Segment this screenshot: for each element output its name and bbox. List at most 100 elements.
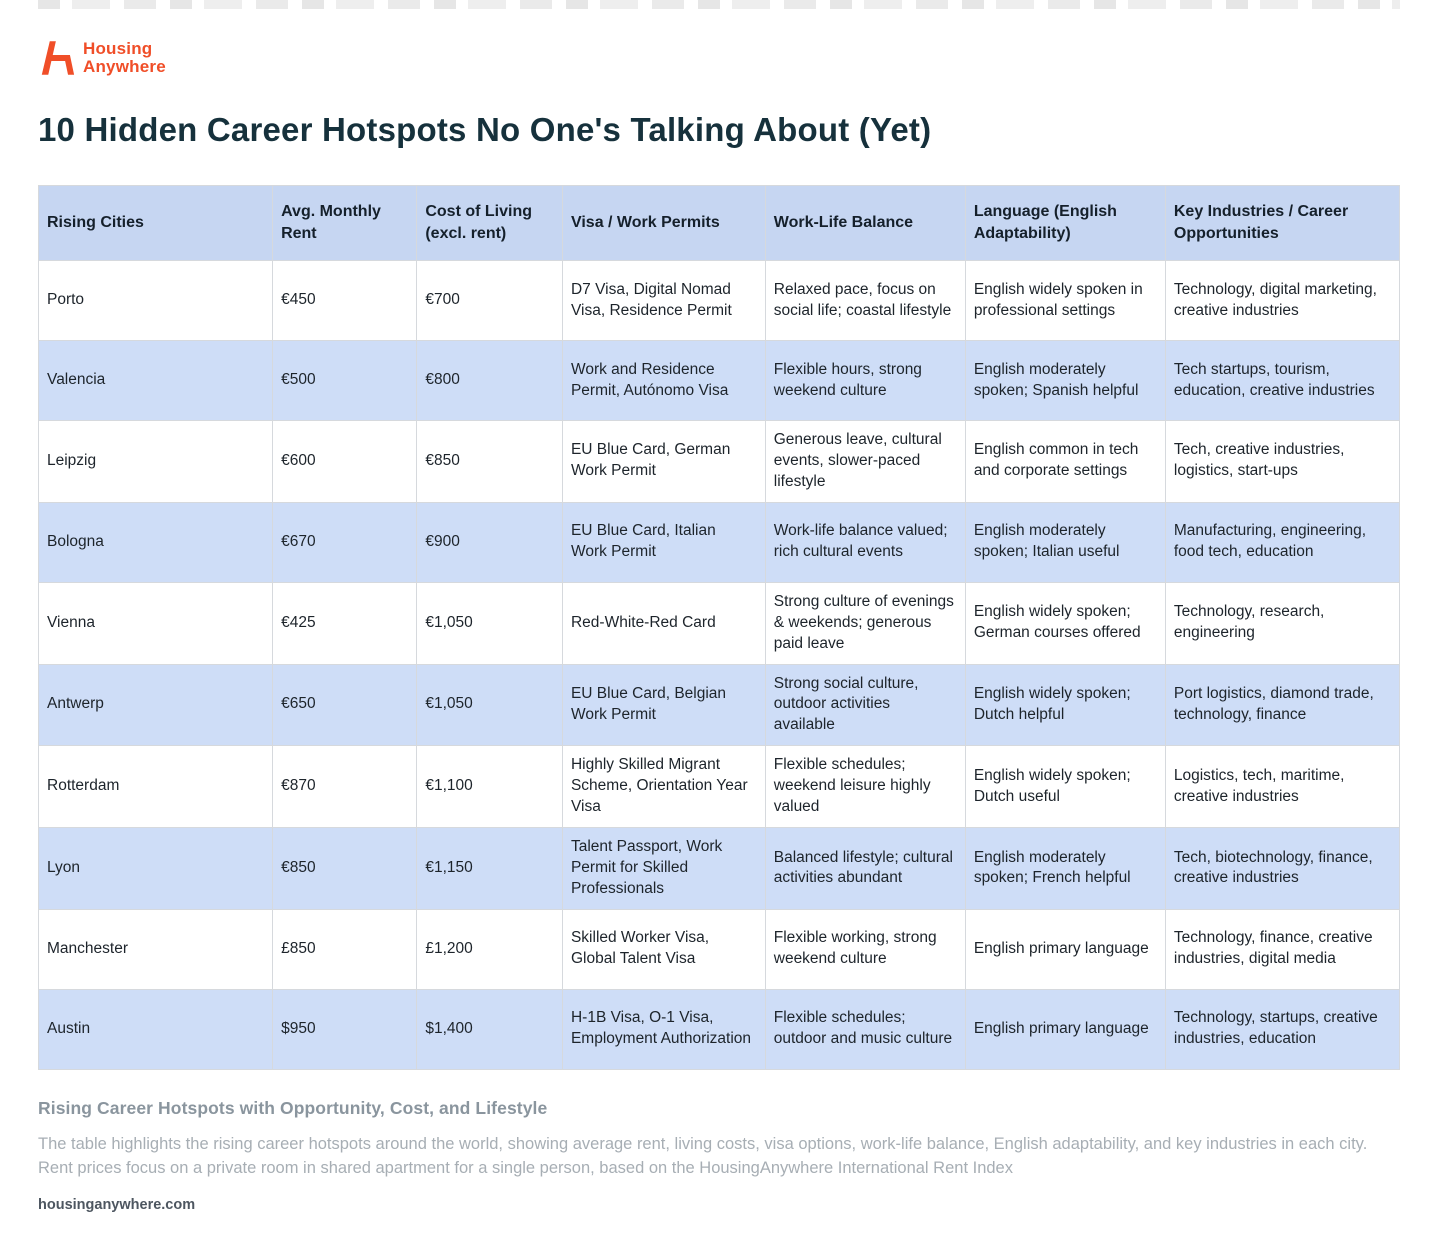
city-cell: Rotterdam: [37, 745, 274, 829]
table-cell: English widely spoken in professional se…: [964, 260, 1166, 341]
table-head: Rising Cities Avg. Monthly Rent Cost of Li…: [37, 185, 1401, 261]
table-row: Valencia €500 €800 Work and Residence Permi…: [37, 340, 1401, 421]
table-cell: Technology, research, engineering: [1164, 581, 1401, 665]
table-cell: Technology, startups, creative industrie…: [1164, 988, 1401, 1070]
column-header: Cost of Living (excl. rent): [416, 185, 563, 261]
column-header: Work-Life Balance: [764, 185, 966, 261]
table-cell: English primary language: [964, 908, 1166, 990]
table-cell: English moderately spoken; Italian usefu…: [964, 501, 1166, 583]
table-cell: H-1B Visa, O-1 Visa, Employment Authoriz…: [561, 988, 766, 1070]
table-caption-description: The table highlights the rising career h…: [38, 1134, 1368, 1177]
table-cell: £1,200: [416, 908, 563, 990]
table-row: Austin $950 $1,400 H-1B Visa, O-1 Visa, Emp…: [37, 988, 1401, 1070]
table-caption-title: Rising Career Hotspots with Opportunity,…: [38, 1097, 548, 1118]
table-cell: €500: [272, 340, 418, 421]
table-cell: Flexible working, strong weekend culture: [764, 908, 966, 990]
logo-text: Housing Anywhere: [83, 40, 166, 76]
table-cell: English widely spoken; German courses of…: [964, 581, 1166, 665]
column-header: Language (English Adaptability): [964, 185, 1166, 261]
table-cell: Tech, biotechnology, finance, creative i…: [1164, 827, 1401, 910]
table-cell: Technology, digital marketing, creative …: [1164, 260, 1401, 341]
table-body: Porto €450 €700 D7 Visa, Digital Nomad Visa…: [37, 260, 1401, 1070]
table-cell: EU Blue Card, Italian Work Permit: [561, 501, 766, 583]
table-cell: Red-White-Red Card: [561, 581, 766, 665]
table-cell: €850: [416, 420, 563, 503]
table-cell: €1,050: [416, 581, 563, 665]
table-cell: €1,050: [416, 663, 563, 747]
table-cell: Work and Residence Permit, Autónomo Visa: [561, 340, 766, 421]
table-cell: €600: [272, 420, 418, 503]
table-cell: English widely spoken; Dutch helpful: [964, 663, 1166, 747]
table-cell: €650: [272, 663, 418, 747]
city-cell: Lyon: [37, 827, 274, 910]
table-cell: €1,150: [416, 827, 563, 910]
table-row: Bologna €670 €900 EU Blue Card, Italian Wor…: [37, 501, 1401, 583]
column-header: Visa / Work Permits: [561, 185, 766, 261]
table-cell: €425: [272, 581, 418, 665]
logo-text-line1: Housing: [83, 39, 153, 59]
table-row: Porto €450 €700 D7 Visa, Digital Nomad Visa…: [37, 260, 1401, 341]
city-cell: Bologna: [37, 501, 274, 583]
table-cell: Generous leave, cultural events, slower-…: [764, 420, 966, 503]
table-cell: EU Blue Card, Belgian Work Permit: [561, 663, 766, 747]
city-cell: Valencia: [37, 340, 274, 421]
table-cell: Logistics, tech, maritime, creative indu…: [1164, 745, 1401, 829]
city-cell: Leipzig: [37, 420, 274, 503]
column-header: Avg. Monthly Rent: [272, 185, 418, 261]
city-cell: Vienna: [37, 581, 274, 665]
table-row: Antwerp €650 €1,050 EU Blue Card, Belgian W…: [37, 663, 1401, 747]
table-cell: Tech startups, tourism, education, creat…: [1164, 340, 1401, 421]
table-row: Manchester £850 £1,200 Skilled Worker Visa,…: [37, 908, 1401, 990]
table-cell: Talent Passport, Work Permit for Skilled…: [561, 827, 766, 910]
table-cell: €450: [272, 260, 418, 341]
table-cell: English moderately spoken; French helpfu…: [964, 827, 1166, 910]
table-cell: Manufacturing, engineering, food tech, e…: [1164, 501, 1401, 583]
table-cell: €1,100: [416, 745, 563, 829]
table-cell: Skilled Worker Visa, Global Talent Visa: [561, 908, 766, 990]
table-cell: €850: [272, 827, 418, 910]
table-cell: Strong social culture, outdoor activitie…: [764, 663, 966, 747]
table-cell: $950: [272, 988, 418, 1070]
table-cell: $1,400: [416, 988, 563, 1070]
table-cell: €670: [272, 501, 418, 583]
table-cell: Strong culture of evenings & weekends; g…: [764, 581, 966, 665]
table-cell: Flexible schedules; weekend leisure high…: [764, 745, 966, 829]
table-cell: Flexible schedules; outdoor and music cu…: [764, 988, 966, 1070]
table-cell: EU Blue Card, German Work Permit: [561, 420, 766, 503]
table-row: Leipzig €600 €850 EU Blue Card, German Work…: [37, 420, 1401, 503]
table-cell: English widely spoken; Dutch useful: [964, 745, 1166, 829]
table-cell: Balanced lifestyle; cultural activities …: [764, 827, 966, 910]
table-cell: English primary language: [964, 988, 1166, 1070]
table-cell: D7 Visa, Digital Nomad Visa, Residence P…: [561, 260, 766, 341]
table-cell: €870: [272, 745, 418, 829]
header: Housing Anywhere 10 Hidden Career Hotspo…: [38, 9, 1400, 149]
table-cell: €700: [416, 260, 563, 341]
city-cell: Porto: [37, 260, 274, 341]
housinganywhere-logo-icon: [41, 41, 75, 75]
column-header: Key Industries / Career Opportunities: [1164, 185, 1401, 261]
table-row: Rotterdam €870 €1,100 Highly Skilled Migran…: [37, 745, 1401, 829]
table-row: Vienna €425 €1,050 Red-White-Red Card Strong…: [37, 581, 1401, 665]
table-cell: €900: [416, 501, 563, 583]
table-cell: Work-life balance valued; rich cultural …: [764, 501, 966, 583]
source-credit: housinganywhere.com: [38, 1196, 196, 1213]
career-hotspots-table: Rising Cities Avg. Monthly Rent Cost of Li…: [37, 185, 1401, 1070]
table-cell: English moderately spoken; Spanish helpf…: [964, 340, 1166, 421]
table-cell: £850: [272, 908, 418, 990]
table-cell: Highly Skilled Migrant Scheme, Orientati…: [561, 745, 766, 829]
column-header: Rising Cities: [37, 185, 274, 261]
table-header-row: Rising Cities Avg. Monthly Rent Cost of Li…: [37, 185, 1401, 261]
city-cell: Manchester: [37, 908, 274, 990]
footer: Rising Career Hotspots with Opportunity,…: [38, 1098, 1400, 1213]
city-cell: Antwerp: [37, 663, 274, 747]
table-cell: €800: [416, 340, 563, 421]
table-cell: Tech, creative industries, logistics, st…: [1164, 420, 1401, 503]
logo-text-line2: Anywhere: [83, 57, 166, 76]
cropped-text-artifact: [38, 0, 1400, 9]
page-title: 10 Hidden Career Hotspots No One's Talki…: [38, 111, 932, 148]
housinganywhere-logo: Housing Anywhere: [38, 39, 1400, 77]
table-row: Lyon €850 €1,150 Talent Passport, Work Perm…: [37, 827, 1401, 910]
table-cell: Flexible hours, strong weekend culture: [764, 340, 966, 421]
table-cell: English common in tech and corporate set…: [964, 420, 1166, 503]
